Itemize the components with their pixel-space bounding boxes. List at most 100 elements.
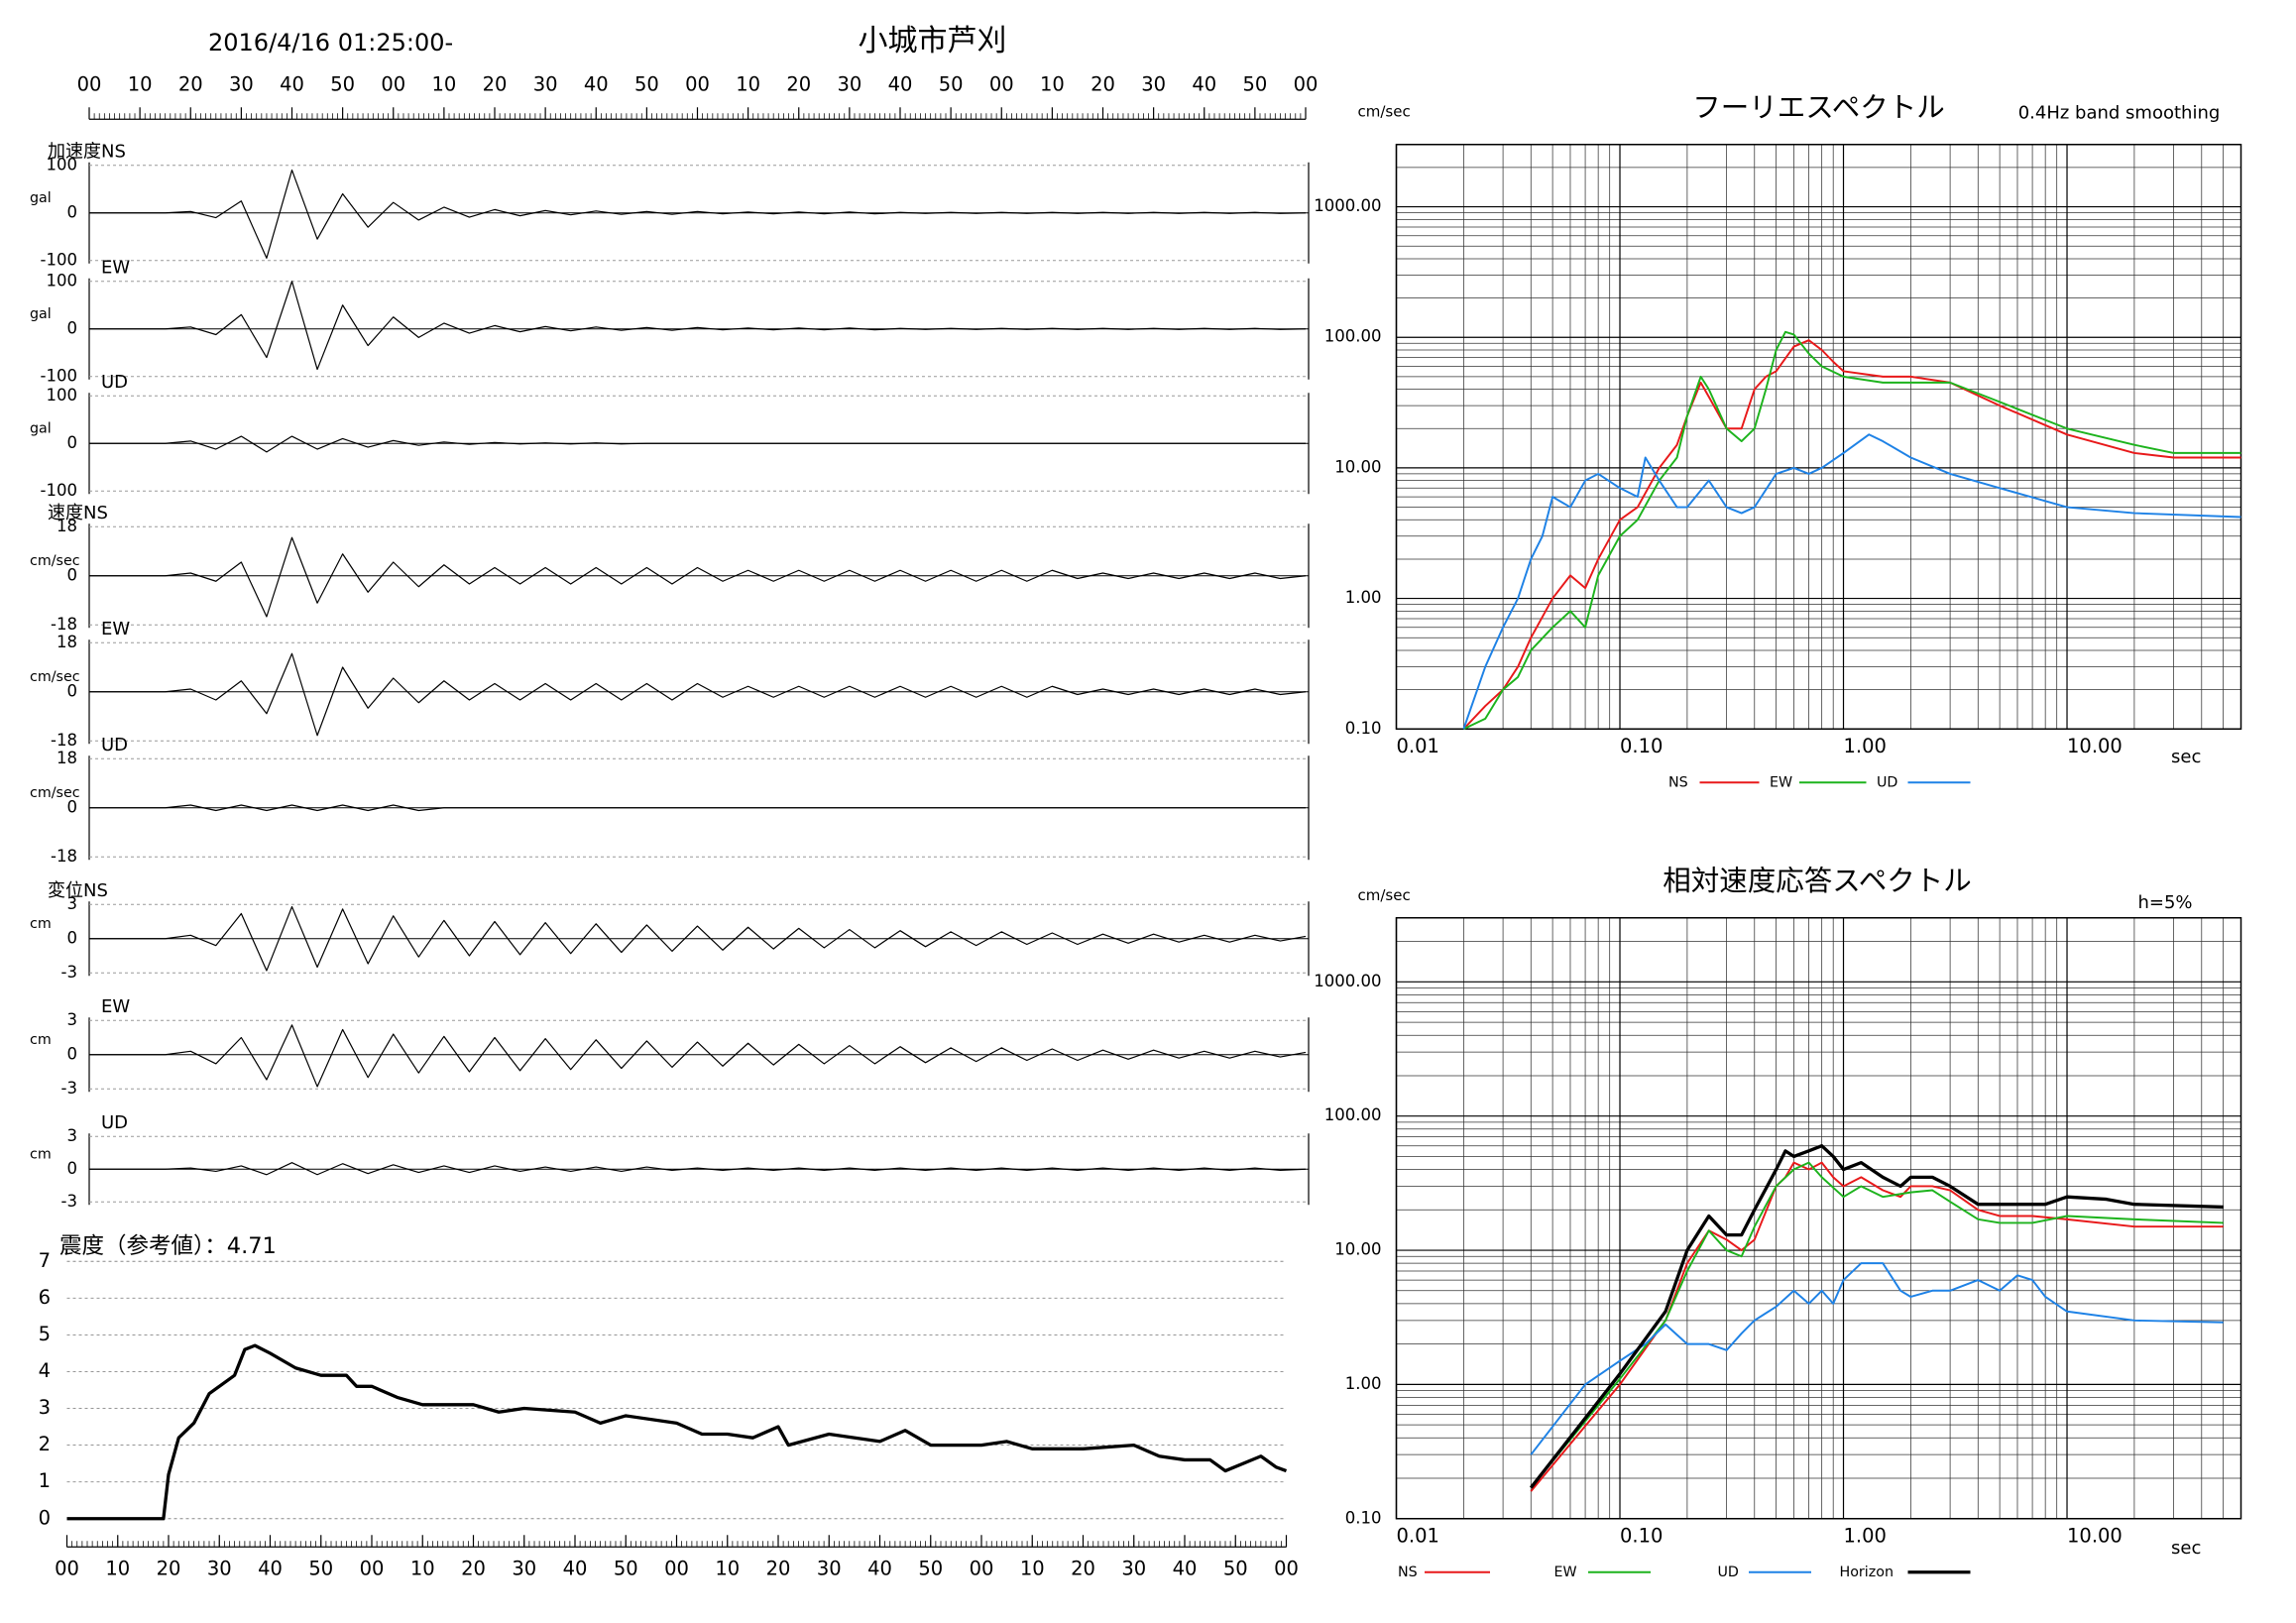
- x-tick-label: 10: [431, 72, 456, 95]
- x-tick-label: 30: [1141, 72, 1166, 95]
- x-tick-label: 00: [77, 72, 102, 95]
- x-tick-label: 00: [685, 72, 710, 95]
- data-line: [66, 1343, 1288, 1521]
- x-tick-label: 40: [584, 72, 609, 95]
- panel-title: UD: [101, 372, 128, 393]
- x-tick-label: 20: [483, 72, 508, 95]
- panel-title: UD: [101, 1112, 128, 1133]
- x-tick-label: 00: [664, 1557, 689, 1579]
- y-tick-label: 10.00: [1334, 1240, 1381, 1259]
- y-tick-label: 3: [67, 894, 78, 913]
- data-line: [89, 804, 1306, 812]
- x-tick-label: 20: [157, 1557, 181, 1579]
- x-tick-label: 0.10: [1620, 735, 1663, 757]
- x-tick-label: 10: [1040, 72, 1065, 95]
- x-tick-label: 10.00: [2067, 1524, 2123, 1547]
- x-tick-label: 0.01: [1397, 735, 1439, 757]
- x-tick-label: 40: [258, 1557, 283, 1579]
- y-tick-label: -100: [41, 250, 77, 269]
- record-datetime: 2016/4/16 01:25:00-: [208, 29, 453, 57]
- panel-title: UD: [101, 735, 128, 755]
- data-line: [1462, 339, 2241, 730]
- y-tick-label: 1.00: [1345, 1374, 1382, 1393]
- chart-subtitle: h=5%: [2137, 892, 2192, 913]
- x-tick-label: 50: [1223, 1557, 1248, 1579]
- y-tick-label: 0: [67, 928, 78, 947]
- x-tick-label: 00: [1294, 72, 1319, 95]
- panel-title: EW: [101, 996, 130, 1017]
- y-tick-label: 7: [39, 1249, 51, 1272]
- data-line: [89, 652, 1307, 737]
- x-tick-label: 40: [1192, 72, 1216, 95]
- chart-title: 相対速度応答スペクトル: [1663, 865, 1972, 897]
- y-axis-label: cm/sec: [1358, 102, 1411, 120]
- y-tick-label: -3: [61, 1192, 77, 1211]
- x-tick-label: 30: [533, 72, 558, 95]
- panel-title: EW: [101, 257, 130, 278]
- y-tick-label: 1000.00: [1314, 196, 1381, 215]
- plot-frame: [1395, 143, 2242, 730]
- data-line: [89, 169, 1307, 259]
- legend-label: EW: [1770, 774, 1792, 790]
- x-tick-label: 30: [207, 1557, 232, 1579]
- y-tick-label: 5: [39, 1323, 51, 1345]
- x-tick-label: 0.01: [1397, 1524, 1439, 1547]
- x-tick-label: 30: [1121, 1557, 1146, 1579]
- x-tick-label: 40: [563, 1557, 588, 1579]
- y-tick-label: -3: [61, 1079, 77, 1098]
- data-line: [1529, 1144, 2224, 1489]
- x-tick-label: 50: [614, 1557, 638, 1579]
- y-tick-label: 100: [47, 386, 78, 405]
- unit-label: gal: [30, 190, 52, 206]
- y-tick-label: 100: [47, 271, 78, 290]
- x-axis-label: sec: [2171, 1538, 2201, 1559]
- y-tick-label: -3: [61, 963, 77, 982]
- y-tick-label: 100: [47, 155, 78, 174]
- x-tick-label: 50: [634, 72, 659, 95]
- data-line: [89, 435, 1306, 453]
- data-line: [89, 1162, 1307, 1176]
- data-line: [1530, 1262, 2224, 1455]
- y-tick-label: 0: [67, 797, 78, 816]
- x-tick-label: 20: [1091, 72, 1115, 95]
- y-tick-label: 18: [57, 633, 77, 651]
- x-tick-label: 30: [817, 1557, 842, 1579]
- panel-title: 加速度NS: [48, 141, 126, 162]
- unit-label: cm/sec: [30, 785, 80, 801]
- x-tick-label: 50: [330, 72, 355, 95]
- y-tick-label: 1.00: [1345, 588, 1382, 607]
- panel-title: 震度（参考値）：4.71: [59, 1233, 277, 1259]
- data-line: [89, 905, 1307, 972]
- legend-label: Horizon: [1840, 1565, 1894, 1580]
- unit-label: cm: [30, 1032, 52, 1048]
- y-tick-label: 0: [67, 318, 78, 337]
- y-tick-label: 1: [39, 1469, 51, 1492]
- x-tick-label: 20: [1071, 1557, 1095, 1579]
- x-tick-label: 20: [178, 72, 203, 95]
- x-tick-label: 40: [280, 72, 304, 95]
- x-tick-label: 00: [360, 1557, 385, 1579]
- y-tick-label: 4: [39, 1359, 51, 1382]
- x-tick-label: 20: [461, 1557, 486, 1579]
- legend-label: NS: [1668, 774, 1688, 790]
- data-line: [1530, 1161, 2224, 1492]
- x-tick-label: 30: [512, 1557, 536, 1579]
- y-tick-label: 0: [67, 1044, 78, 1063]
- y-tick-label: 3: [67, 1010, 78, 1029]
- y-tick-label: 0: [67, 1159, 78, 1178]
- y-tick-label: 0: [67, 681, 78, 700]
- x-tick-label: 10: [128, 72, 153, 95]
- data-line: [89, 1024, 1307, 1088]
- x-tick-label: 50: [1242, 72, 1267, 95]
- x-tick-label: 0.10: [1620, 1524, 1663, 1547]
- y-tick-label: 10.00: [1334, 457, 1381, 476]
- y-tick-label: 18: [57, 517, 77, 535]
- x-tick-label: 1.00: [1844, 1524, 1887, 1547]
- y-tick-label: 0: [67, 433, 78, 452]
- x-tick-label: 00: [989, 72, 1014, 95]
- data-line: [89, 281, 1307, 371]
- unit-label: cm: [30, 916, 52, 932]
- y-tick-label: -18: [51, 615, 77, 634]
- x-tick-label: 40: [867, 1557, 892, 1579]
